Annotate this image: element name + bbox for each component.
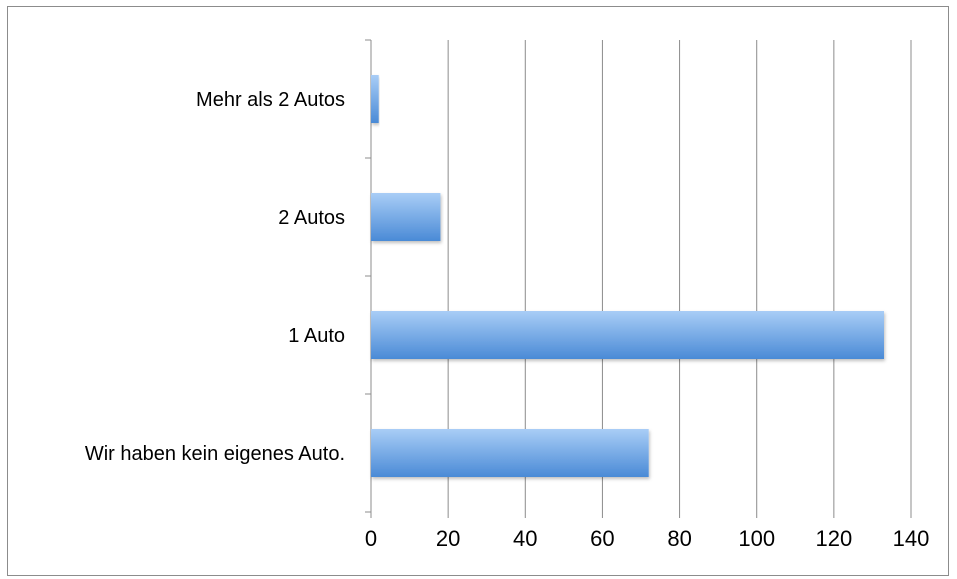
x-tick-label: 20 [436,526,460,551]
y-axis [365,39,372,513]
x-tick-label: 120 [815,526,852,551]
category-label: Mehr als 2 Autos [196,89,345,111]
bars [371,75,884,477]
x-tick-label: 60 [590,526,614,551]
x-tick-label: 0 [365,526,377,551]
bar [371,75,379,123]
bar [371,311,884,359]
x-tick-label: 140 [893,526,930,551]
category-label: 1 Auto [288,325,345,347]
category-label: Wir haben kein eigenes Auto. [85,443,345,465]
category-labels: Wir haben kein eigenes Auto. 1 Auto 2 Auto… [85,89,345,465]
x-tick-labels: 0 20 40 60 80 100 120 140 [365,526,929,551]
bar [371,429,649,477]
x-tick-label: 100 [738,526,775,551]
bar [371,193,441,241]
category-label: 2 Autos [278,207,345,229]
x-tick-label: 40 [513,526,537,551]
chart-frame [7,6,949,576]
x-tick-label: 80 [667,526,691,551]
